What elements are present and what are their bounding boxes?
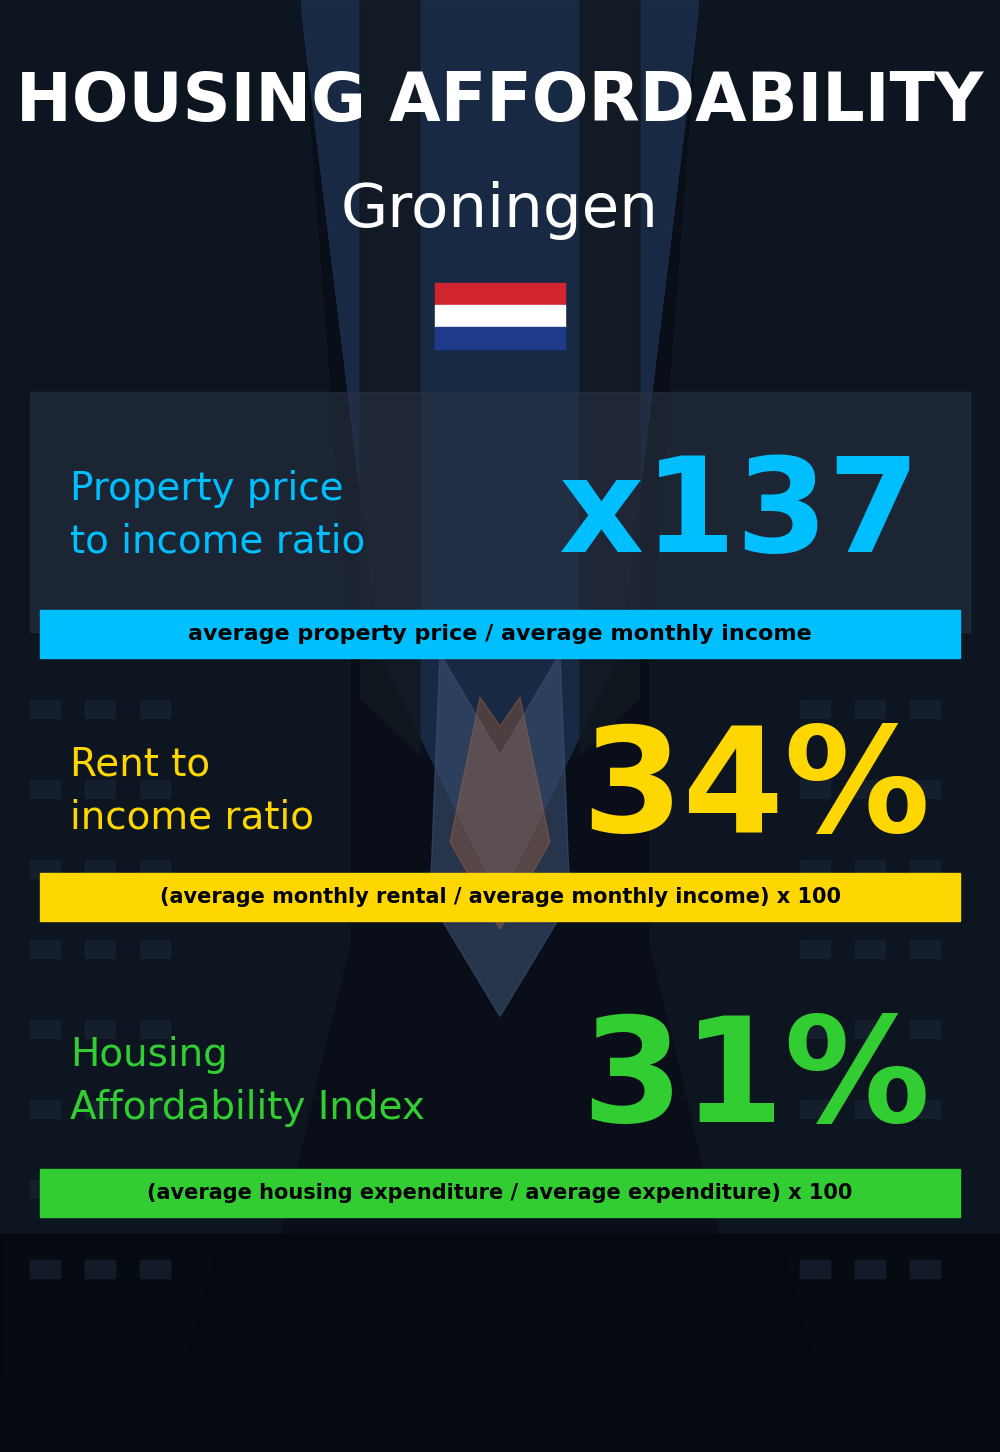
Bar	[30, 1019, 60, 1038]
Bar	[85, 1180, 115, 1198]
Bar	[910, 860, 940, 878]
Polygon shape	[300, 0, 700, 900]
Bar	[30, 392, 970, 632]
Bar	[855, 1180, 885, 1198]
Bar	[30, 700, 60, 717]
Bar	[40, 610, 960, 658]
Bar	[435, 327, 565, 348]
Bar	[30, 1180, 60, 1198]
Bar	[800, 939, 830, 958]
Bar	[140, 780, 170, 797]
Text: Groningen: Groningen	[341, 182, 659, 240]
Bar	[800, 1260, 830, 1278]
Bar	[140, 1180, 170, 1198]
Bar	[800, 860, 830, 878]
Bar	[800, 1180, 830, 1198]
Bar	[30, 939, 60, 958]
Bar	[140, 1019, 170, 1038]
Text: Property price
to income ratio: Property price to income ratio	[70, 470, 365, 560]
Bar	[910, 1019, 940, 1038]
Text: x137: x137	[559, 452, 920, 579]
Bar	[910, 1260, 940, 1278]
Bar	[140, 1099, 170, 1118]
Bar	[855, 1019, 885, 1038]
Polygon shape	[0, 0, 350, 1379]
Bar	[855, 1260, 885, 1278]
Bar	[910, 700, 940, 717]
Bar	[855, 860, 885, 878]
Bar	[30, 1099, 60, 1118]
Bar	[910, 1099, 940, 1118]
Bar	[800, 1099, 830, 1118]
Bar	[140, 700, 170, 717]
Bar	[910, 780, 940, 797]
Bar	[855, 1099, 885, 1118]
Bar	[0, 1234, 1000, 1452]
Polygon shape	[430, 653, 570, 1016]
Text: (average monthly rental / average monthly income) x 100: (average monthly rental / average monthl…	[160, 887, 840, 906]
Bar	[140, 1260, 170, 1278]
Bar	[855, 700, 885, 717]
Bar	[40, 1169, 960, 1217]
Text: HOUSING AFFORDABILITY: HOUSING AFFORDABILITY	[16, 68, 984, 135]
Bar	[910, 1180, 940, 1198]
Polygon shape	[450, 697, 550, 929]
Bar	[910, 939, 940, 958]
Bar	[85, 700, 115, 717]
Bar	[85, 939, 115, 958]
Bar	[855, 939, 885, 958]
Polygon shape	[360, 0, 420, 755]
Bar	[85, 860, 115, 878]
Bar	[85, 780, 115, 797]
Bar	[30, 860, 60, 878]
Bar	[85, 1019, 115, 1038]
Bar	[435, 305, 565, 327]
Text: Rent to
income ratio: Rent to income ratio	[70, 746, 314, 836]
Text: Housing
Affordability Index: Housing Affordability Index	[70, 1037, 425, 1127]
Bar	[435, 283, 565, 305]
Text: (average housing expenditure / average expenditure) x 100: (average housing expenditure / average e…	[147, 1183, 853, 1202]
Bar	[85, 1260, 115, 1278]
Text: average property price / average monthly income: average property price / average monthly…	[188, 624, 812, 643]
Bar	[85, 1099, 115, 1118]
Text: 34%: 34%	[581, 720, 930, 862]
Bar	[800, 1019, 830, 1038]
Bar	[30, 780, 60, 797]
Bar	[800, 700, 830, 717]
Polygon shape	[580, 0, 640, 755]
Bar	[800, 780, 830, 797]
Text: 31%: 31%	[581, 1011, 930, 1153]
Bar	[30, 1260, 60, 1278]
Bar	[855, 780, 885, 797]
Bar	[140, 860, 170, 878]
Bar	[40, 873, 960, 921]
Bar	[140, 939, 170, 958]
Polygon shape	[650, 0, 1000, 1379]
